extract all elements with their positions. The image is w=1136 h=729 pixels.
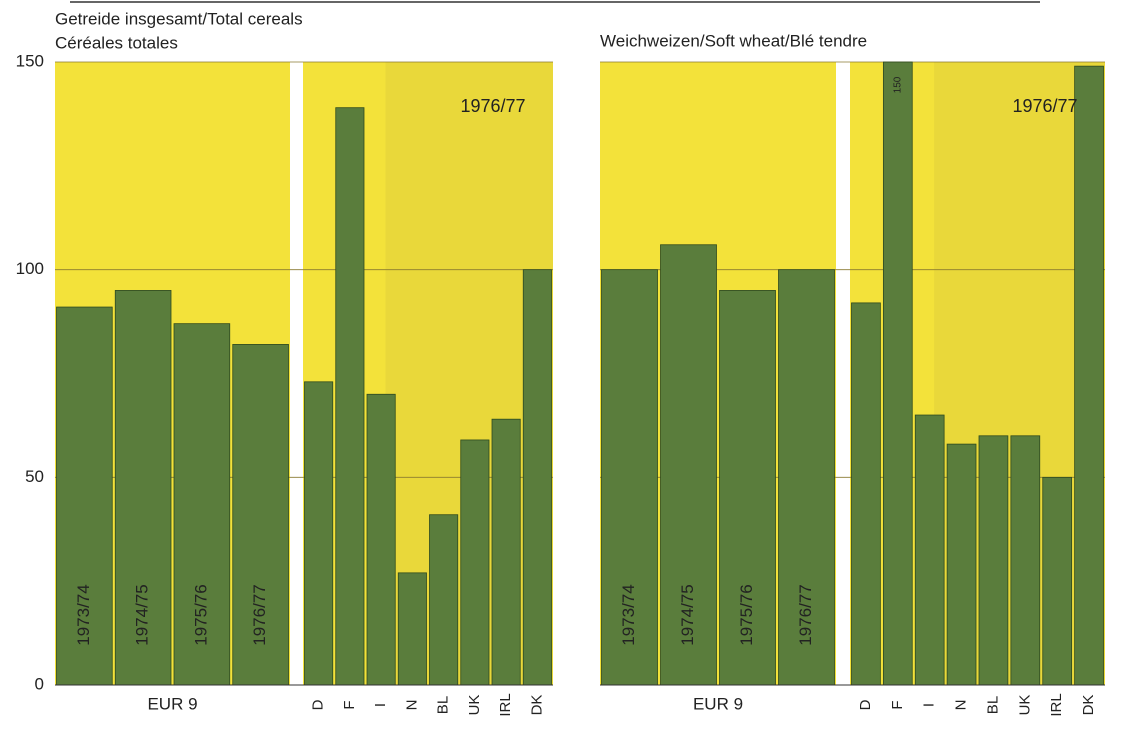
- bar: [460, 439, 490, 686]
- bar: [1010, 435, 1041, 686]
- year-label: 1973/74: [74, 584, 93, 645]
- bar: [719, 290, 776, 686]
- x-tick-label: D: [857, 699, 874, 710]
- bar: [173, 323, 231, 686]
- x-tick-label: BL: [435, 696, 452, 714]
- x-tick-label: DK: [528, 695, 545, 716]
- x-tick-label: D: [310, 699, 327, 710]
- x-tick-label: F: [341, 700, 358, 709]
- bar: [978, 435, 1009, 686]
- bar: [601, 269, 658, 686]
- chart-title: Weichweizen/Soft wheat/Blé tendre: [600, 31, 867, 50]
- bar: [946, 443, 977, 686]
- x-tick-label: BL: [984, 696, 1001, 714]
- chart-title: Céréales totales: [55, 33, 178, 52]
- year-label: 1976/77: [250, 584, 269, 645]
- bar: [1074, 65, 1104, 686]
- group-label: EUR 9: [147, 694, 197, 713]
- x-tick-label: UK: [1016, 695, 1033, 716]
- x-tick-label: N: [953, 700, 970, 711]
- bar: [304, 381, 334, 686]
- bar: [491, 418, 521, 686]
- year-label: 1974/75: [678, 584, 697, 645]
- annotation: 1976/77: [1012, 96, 1077, 116]
- annotation: 1976/77: [460, 96, 525, 116]
- x-tick-label: IRL: [497, 693, 514, 716]
- bar: [778, 269, 835, 686]
- x-tick-label: I: [372, 703, 389, 707]
- bar: [232, 344, 289, 686]
- x-tick-label: IRL: [1048, 693, 1065, 716]
- year-label: 1973/74: [619, 584, 638, 645]
- bar: [114, 290, 172, 686]
- y-tick-label: 0: [35, 674, 44, 693]
- bar: [914, 414, 945, 686]
- x-tick-label: UK: [466, 695, 483, 716]
- year-label: 1975/76: [191, 584, 210, 645]
- bar: [429, 514, 459, 686]
- year-label: 1975/76: [737, 584, 756, 645]
- bar: [851, 302, 881, 686]
- bar: [56, 306, 113, 686]
- y-tick-label: 50: [25, 467, 44, 486]
- y-tick-label: 100: [16, 259, 44, 278]
- bar: [366, 393, 396, 686]
- bar: [335, 107, 365, 686]
- bar: [522, 269, 552, 686]
- bar: [882, 61, 913, 686]
- x-tick-label: F: [889, 700, 906, 709]
- bar: [397, 572, 427, 686]
- bar: [660, 244, 717, 686]
- value-label: 150: [892, 76, 903, 93]
- bar: [1042, 476, 1073, 686]
- chart-title: Getreide insgesamt/Total cereals: [55, 9, 303, 28]
- year-label: 1974/75: [133, 584, 152, 645]
- x-tick-label: N: [403, 700, 420, 711]
- x-tick-label: I: [921, 703, 938, 707]
- year-label: 1976/77: [796, 584, 815, 645]
- y-tick-label: 150: [16, 51, 44, 70]
- group-label: EUR 9: [693, 694, 743, 713]
- x-tick-label: DK: [1080, 695, 1097, 716]
